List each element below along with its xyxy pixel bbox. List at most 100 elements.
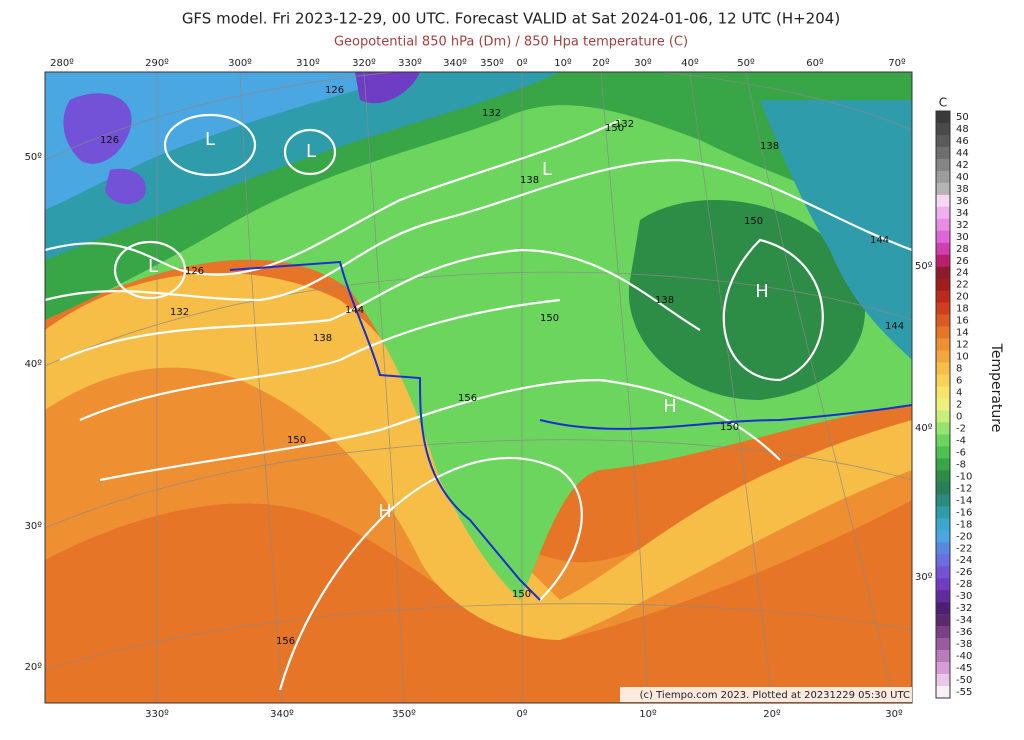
contours <box>45 113 912 691</box>
contour-label: 132 <box>170 307 189 318</box>
low-center: L <box>306 141 316 162</box>
contour-label: 126 <box>325 85 344 96</box>
colorbar-swatch <box>936 506 950 519</box>
colorbar-swatch <box>936 218 950 232</box>
colorbar-swatch <box>936 158 950 172</box>
colorbar-swatch <box>936 170 950 184</box>
colorbar-swatch <box>936 338 950 351</box>
colorbar-swatch <box>936 686 950 699</box>
colorbar-label: 20 <box>956 292 969 303</box>
colorbar-swatch <box>936 146 950 160</box>
top-lon-label: 70º <box>888 58 906 69</box>
colorbar-swatch <box>936 386 950 399</box>
colorbar-label: -8 <box>956 459 966 470</box>
colorbar-label: 40 <box>956 172 969 183</box>
copyright-box <box>620 687 912 702</box>
colorbar-label: -55 <box>956 687 972 698</box>
top-lon-label: 10º <box>554 58 572 69</box>
colorbar-swatch <box>936 134 950 148</box>
colorbar-swatch <box>936 314 950 327</box>
colorbar-label: -10 <box>956 471 972 482</box>
colorbar-label: 10 <box>956 352 969 363</box>
colorbar-swatch <box>936 326 950 339</box>
contour-label: 126 <box>185 266 204 277</box>
colorbar-swatch <box>936 458 950 471</box>
colorbar-swatch <box>936 122 950 136</box>
left-lat-label: 20º <box>25 662 43 673</box>
colorbar-label: 34 <box>956 208 969 219</box>
colorbar-swatch <box>936 446 950 459</box>
top-lon-label: 0º <box>516 58 527 69</box>
colorbar-swatch <box>936 206 950 220</box>
contour-label: 150 <box>540 313 559 324</box>
axes: 280º 290º 300º 310º 320º 330º 340º 350º 0º 10º 20º… <box>25 58 933 720</box>
colorbar-label: 6 <box>956 376 962 387</box>
copyright: (c) Tiempo.com 2023. Plotted at 20231229… <box>640 690 910 701</box>
right-lat-label: 30º <box>915 572 933 583</box>
colorbar-label: 12 <box>956 340 969 351</box>
colorbar-swatch <box>936 350 950 363</box>
high-center: H <box>663 396 677 417</box>
top-lon-label: 330º <box>398 58 422 69</box>
colorbar-label: -38 <box>956 639 972 650</box>
top-lon-label: 280º <box>50 58 74 69</box>
colorbar-label: 48 <box>956 124 969 135</box>
colorbar-label: 26 <box>956 256 969 267</box>
contour-label: 144 <box>870 235 889 246</box>
contour-label: 144 <box>345 305 364 316</box>
colorbar-label: 8 <box>956 364 962 375</box>
left-lat-label: 50º <box>25 152 43 163</box>
top-lon-label: 300º <box>228 58 252 69</box>
colorbar-swatch <box>936 410 950 423</box>
contour-label: 156 <box>458 393 477 404</box>
bottom-lon-label: 10º <box>639 709 657 720</box>
bottom-lon-label: 340º <box>270 709 294 720</box>
low-center: L <box>542 159 552 180</box>
contour-label: 144 <box>885 321 904 332</box>
colorbar-label: 38 <box>956 184 969 195</box>
colorbar-label: 44 <box>956 148 969 159</box>
colorbar-label: 16 <box>956 316 969 327</box>
top-lon-label: 30º <box>634 58 652 69</box>
colorbar-label: -4 <box>956 435 966 446</box>
colorbar-swatch <box>936 111 950 124</box>
colorbar-label: -40 <box>956 651 972 662</box>
colorbar-swatch <box>936 482 950 495</box>
colorbar-label: 32 <box>956 220 969 231</box>
contour-label: 150 <box>605 123 624 134</box>
map: 126 132 138 144 150 156 126 132 138 144 … <box>45 72 912 703</box>
colorbar-swatch <box>936 254 950 268</box>
colorbar-label: 46 <box>956 136 969 147</box>
top-lon-label: 60º <box>806 58 824 69</box>
contour-label: 150 <box>744 216 763 227</box>
colorbar-swatch <box>936 290 950 303</box>
contour-label: 126 <box>100 135 119 146</box>
colorbar-label: 0 <box>956 411 962 422</box>
colorbar-swatch <box>936 242 950 256</box>
colorbar-swatch <box>936 374 950 387</box>
bottom-lon-label: 330º <box>145 709 169 720</box>
right-lat-label: 40º <box>915 423 933 434</box>
contour-label: 132 <box>482 108 501 119</box>
bottom-lon-label: 20º <box>763 709 781 720</box>
colorbar-label: 18 <box>956 304 969 315</box>
colorbar-label: -2 <box>956 423 966 434</box>
colorbar-swatch <box>936 302 950 315</box>
colorbar-swatch <box>936 530 950 543</box>
colorbar-swatch <box>936 518 950 531</box>
colorbar-label: -6 <box>956 447 966 458</box>
colorbar-title: Temperature <box>988 343 1004 433</box>
colorbar-swatch <box>936 266 950 280</box>
top-lon-label: 340º <box>443 58 467 69</box>
low-center: L <box>148 256 158 277</box>
high-center: H <box>755 281 769 302</box>
colorbar-swatch <box>936 602 950 615</box>
top-lon-label: 350º <box>480 58 504 69</box>
title: GFS model. Fri 2023-12-29, 00 UTC. Forec… <box>182 10 840 28</box>
colorbar-label: -28 <box>956 579 972 590</box>
map-frame <box>44 71 913 704</box>
top-lon-label: 310º <box>296 58 320 69</box>
colorbar-label: 22 <box>956 280 969 291</box>
colorbar-swatch <box>936 590 950 603</box>
